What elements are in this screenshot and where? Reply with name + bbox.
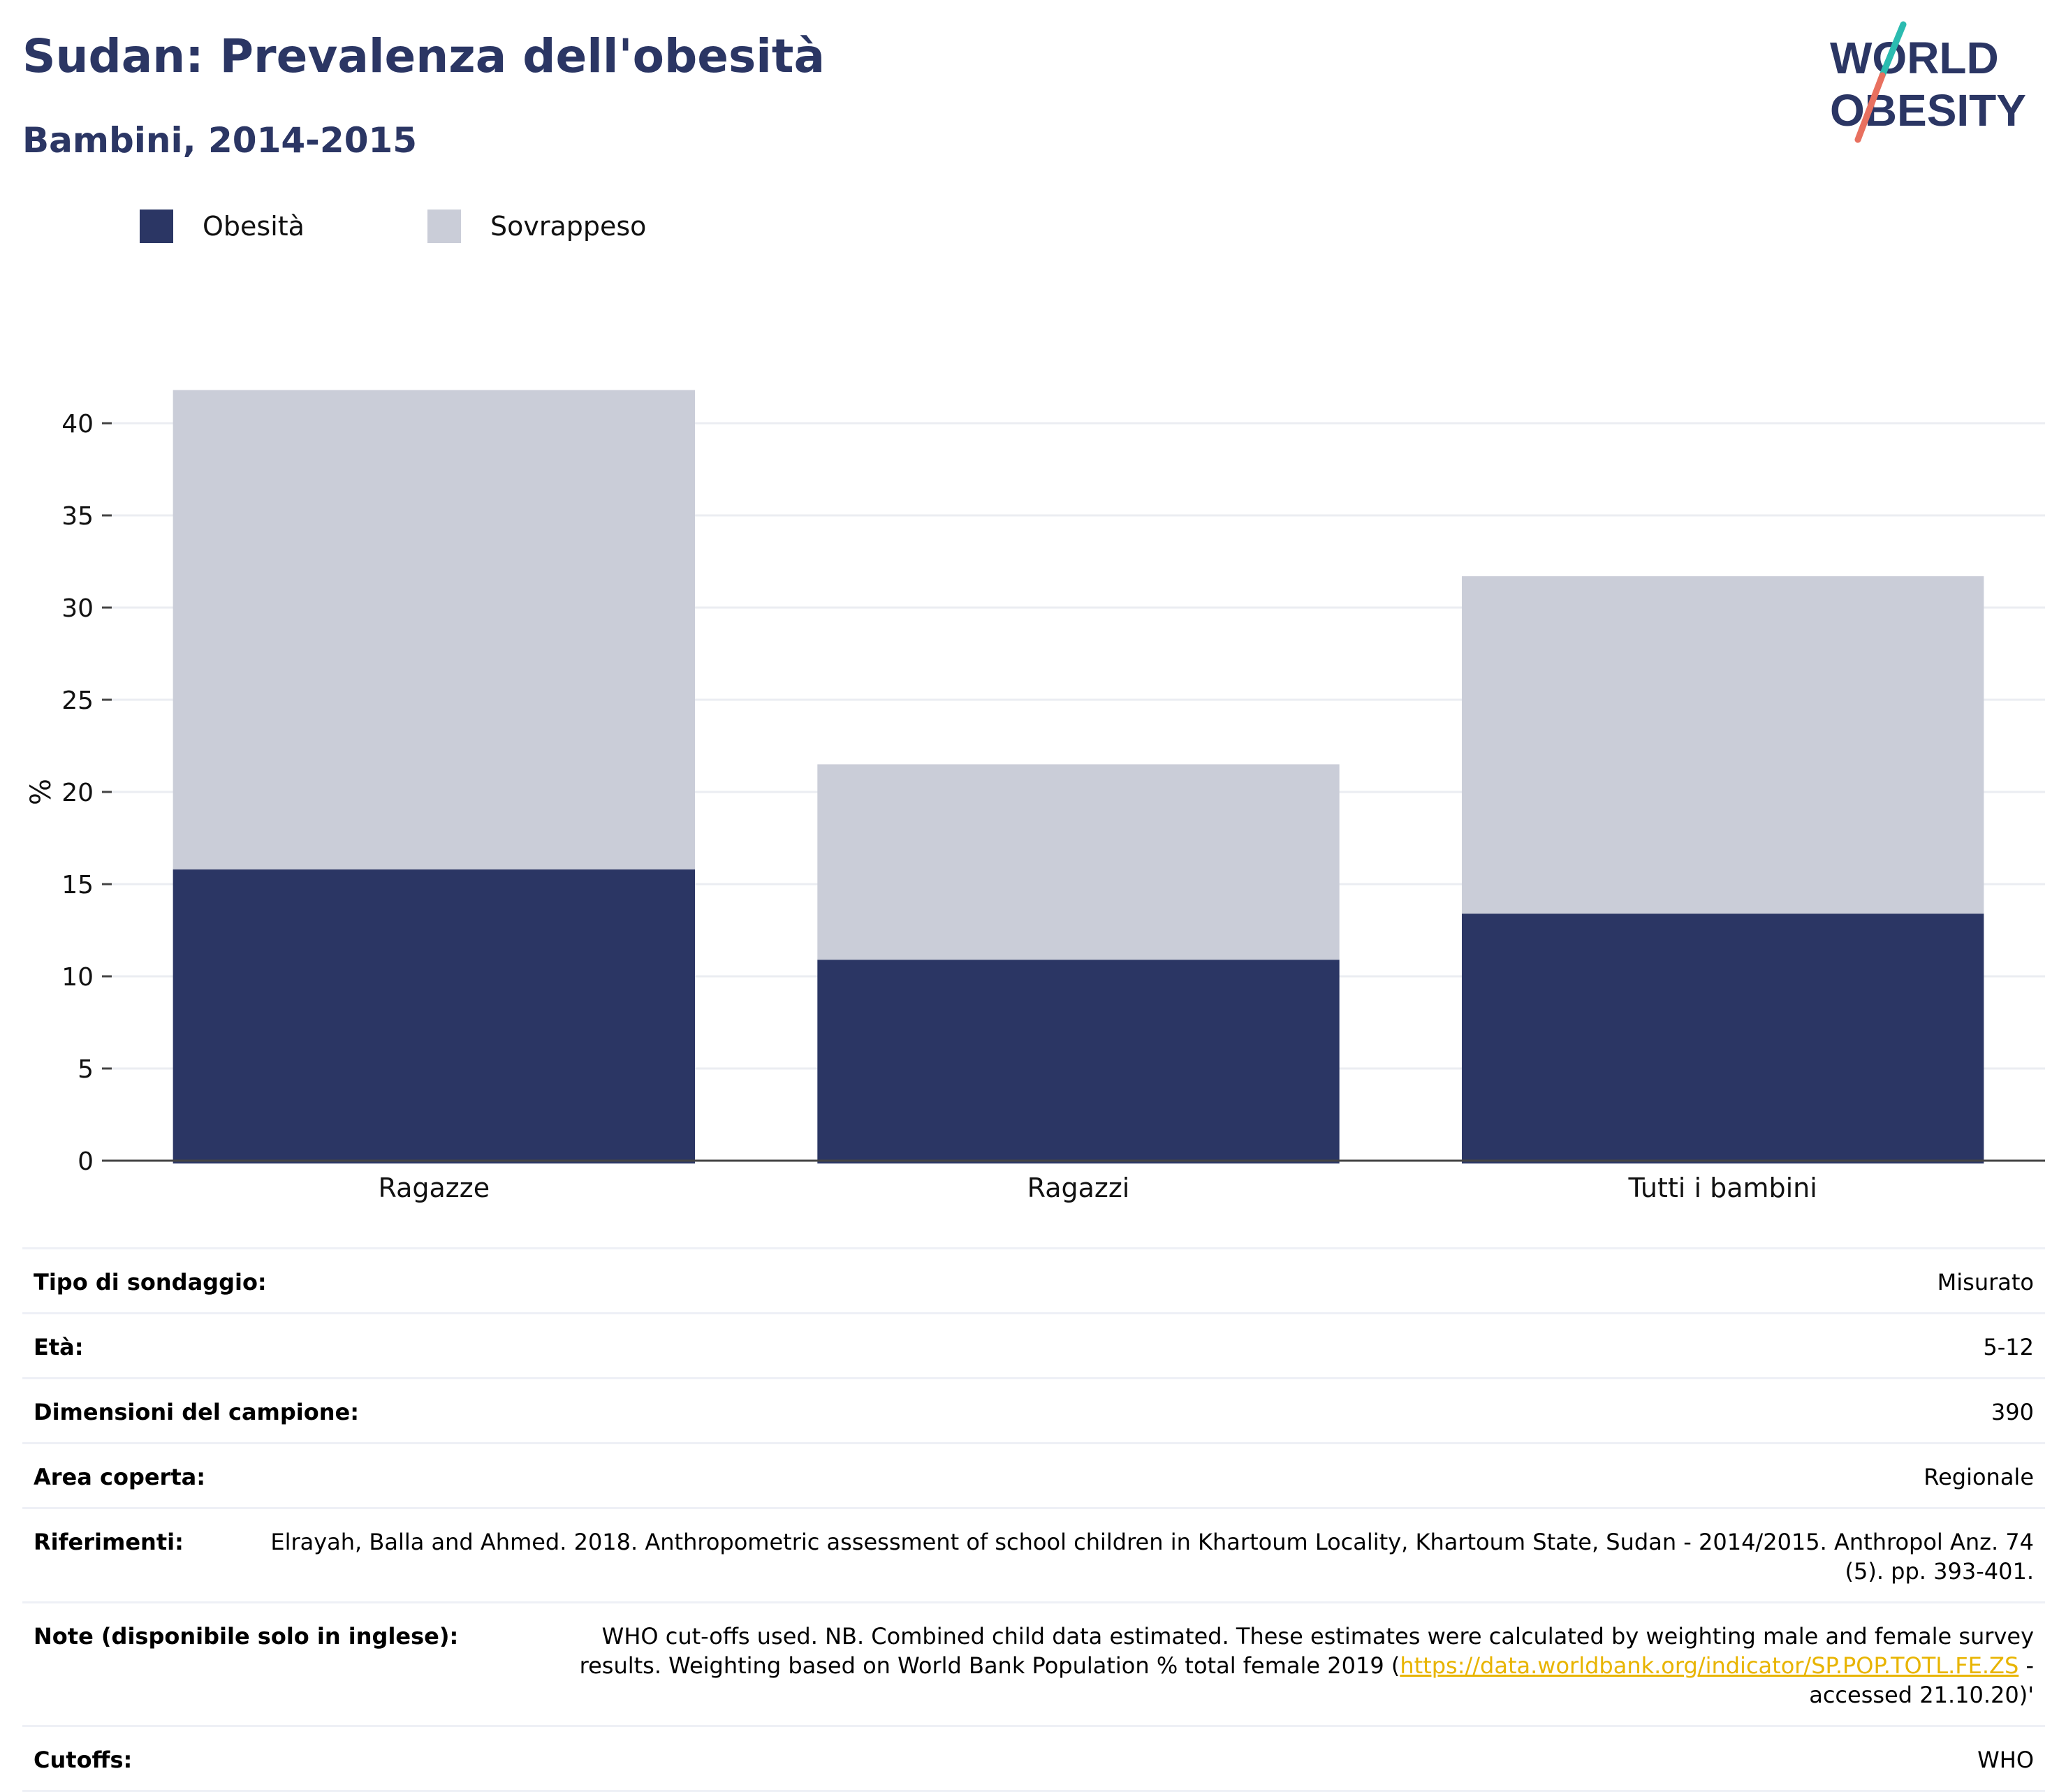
y-tick-label-5: 5 bbox=[78, 1055, 94, 1084]
info-label-notes: Note (disponibile solo in inglese): bbox=[34, 1623, 459, 1650]
info-row-cutoffs: Cutoffs: WHO bbox=[22, 1725, 2045, 1792]
y-tick-label-40: 40 bbox=[61, 410, 94, 439]
info-label-survey-type: Tipo di sondaggio: bbox=[34, 1269, 267, 1295]
info-label-references: Riferimenti: bbox=[34, 1529, 184, 1555]
info-row-area: Area coperta: Regionale bbox=[22, 1442, 2045, 1507]
info-label-cutoffs: Cutoffs: bbox=[34, 1747, 133, 1773]
x-tick-label-3: Tutti i bambini bbox=[1627, 1173, 1817, 1203]
bar-sovrappeso-3 bbox=[1461, 576, 1984, 914]
legend-swatch-sovrappeso bbox=[427, 210, 461, 243]
info-row-age: Età: 5-12 bbox=[22, 1312, 2045, 1377]
legend-swatch-obesita bbox=[140, 210, 173, 243]
x-tick-label-1: Ragazze bbox=[379, 1173, 490, 1203]
y-tick-label-15: 15 bbox=[61, 871, 94, 899]
info-value-cutoffs: WHO bbox=[1977, 1747, 2034, 1773]
y-axis-label: % bbox=[25, 779, 57, 805]
survey-info-table: Tipo di sondaggio: Misurato Età: 5-12 Di… bbox=[22, 1247, 2045, 1792]
world-obesity-logo: WORLD OBESITY bbox=[1830, 21, 2026, 143]
info-row-sample-size: Dimensioni del campione: 390 bbox=[22, 1377, 2045, 1442]
legend-label-sovrappeso: Sovrappeso bbox=[490, 211, 647, 242]
y-tick-label-30: 30 bbox=[61, 594, 94, 623]
notes-text-after: - accessed 21.10.20)' bbox=[1809, 1652, 2034, 1708]
info-value-age: 5-12 bbox=[1983, 1334, 2034, 1360]
notes-text-before: WHO cut-offs used. NB. Combined child da… bbox=[579, 1623, 2034, 1679]
info-row-survey-type: Tipo di sondaggio: Misurato bbox=[22, 1247, 2045, 1312]
legend-label-obesita: Obesità bbox=[203, 211, 305, 242]
info-value-area: Regionale bbox=[1924, 1464, 2034, 1490]
y-tick-label-0: 0 bbox=[78, 1147, 94, 1176]
legend-item-obesita[interactable]: Obesità bbox=[140, 208, 305, 244]
y-tick-label-25: 25 bbox=[61, 686, 94, 715]
info-value-sample-size: 390 bbox=[1991, 1399, 2034, 1425]
bar-obesita-2 bbox=[817, 960, 1340, 1163]
info-value-references: Elrayah, Balla and Ahmed. 2018. Anthropo… bbox=[270, 1529, 2034, 1585]
info-label-sample-size: Dimensioni del campione: bbox=[34, 1399, 360, 1425]
logo-slash-teal bbox=[1879, 21, 1907, 79]
info-label-age: Età: bbox=[34, 1334, 84, 1360]
info-value-survey-type: Misurato bbox=[1937, 1269, 2034, 1295]
bar-sovrappeso-1 bbox=[173, 390, 696, 869]
y-tick-label-35: 35 bbox=[61, 502, 94, 531]
logo-slash-coral bbox=[1854, 72, 1886, 143]
info-row-notes: Note (disponibile solo in inglese): WHO … bbox=[22, 1601, 2045, 1725]
info-label-area: Area coperta: bbox=[34, 1464, 206, 1490]
chart-title: Sudan: Prevalenza dell'obesità bbox=[22, 29, 826, 83]
chart-subtitle: Bambini, 2014-2015 bbox=[22, 120, 418, 161]
bar-obesita-3 bbox=[1461, 913, 1984, 1163]
notes-worldbank-link[interactable]: https://data.worldbank.org/indicator/SP.… bbox=[1400, 1652, 2019, 1679]
legend-item-sovrappeso[interactable]: Sovrappeso bbox=[427, 208, 646, 244]
y-tick-label-10: 10 bbox=[61, 963, 94, 992]
info-row-references: Riferimenti: Elrayah, Balla and Ahmed. 2… bbox=[22, 1507, 2045, 1601]
logo-line-world: WORLD bbox=[1830, 33, 1999, 83]
y-tick-label-20: 20 bbox=[61, 779, 94, 807]
bar-obesita-1 bbox=[173, 869, 696, 1163]
x-tick-label-2: Ragazzi bbox=[1027, 1173, 1130, 1203]
stacked-bar-chart: 0 5 10 15 20 25 30 35 40% Ragazze Ragazzi Tutti i b… bbox=[25, 390, 2045, 1203]
info-value-notes: WHO cut-offs used. NB. Combined child da… bbox=[458, 1622, 2034, 1710]
bar-sovrappeso-2 bbox=[817, 764, 1340, 960]
